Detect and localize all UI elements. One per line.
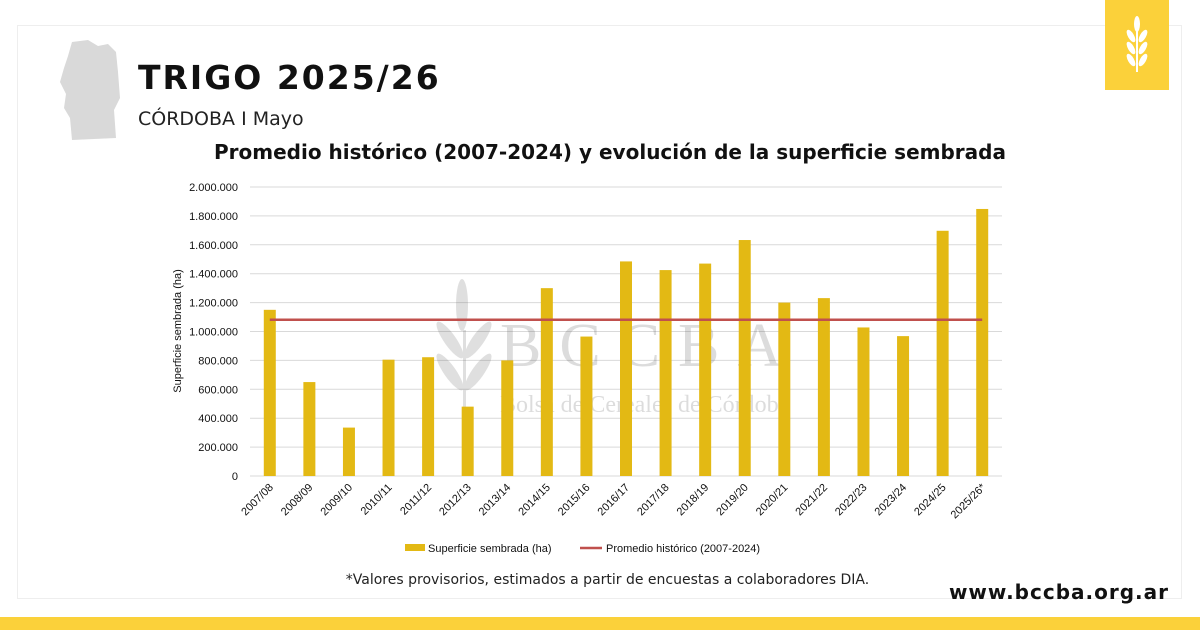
y-tick-label: 1.400.000 (189, 269, 238, 281)
wheat-icon (1126, 16, 1148, 72)
x-tick-label: 2007/08 (239, 482, 276, 519)
y-tick-label: 0 (232, 471, 238, 483)
y-tick-label: 2.000.000 (189, 182, 238, 194)
bar-2007/08 (263, 309, 276, 476)
bar-2020/21 (778, 302, 791, 476)
x-tick-label: 2024/25 (912, 482, 949, 519)
x-tick-label: 2022/23 (833, 482, 870, 519)
x-tick-label: 2023/24 (873, 482, 910, 519)
bar-2015/16 (580, 336, 593, 476)
bar-2010/11 (382, 359, 395, 476)
bar-2016/17 (620, 261, 632, 476)
bar-2009/10 (342, 427, 355, 476)
bar-2019/20 (738, 240, 751, 476)
legend-bar-label: Superficie sembrada (ha) (428, 543, 552, 555)
cordoba-map-icon (60, 40, 120, 140)
x-tick-label: 2019/20 (714, 482, 751, 519)
bar-2012/13 (461, 406, 474, 476)
wheat-badge (1105, 0, 1169, 90)
x-tick-label: 2008/09 (279, 482, 316, 519)
x-tick-label: 2016/17 (596, 482, 633, 519)
x-tick-label: 2020/21 (754, 482, 791, 519)
x-tick-label: 2011/12 (398, 482, 434, 518)
y-tick-label: 400.000 (198, 413, 238, 425)
x-tick-label: 2009/10 (318, 482, 355, 519)
y-axis-label: Superficie sembrada (ha) (172, 269, 184, 393)
footnote: *Valores provisorios, estimados a partir… (345, 572, 870, 588)
x-tick-label: 2017/18 (635, 482, 672, 519)
bar-2013/14 (501, 360, 514, 476)
legend: Superficie sembrada (ha) Promedio histór… (405, 543, 760, 555)
y-tick-label: 600.000 (198, 384, 238, 396)
x-tick-label: 2015/16 (556, 482, 593, 519)
x-tick-label: 2025/26* (949, 481, 989, 521)
y-tick-label: 1.600.000 (189, 240, 238, 252)
bar-2025/26* (976, 208, 989, 477)
x-tick-label: 2021/22 (793, 482, 830, 519)
bar-2018/19 (699, 263, 712, 476)
bar-2024/25 (936, 230, 949, 476)
x-tick-label: 2014/15 (516, 482, 553, 519)
bar-2023/24 (897, 336, 910, 476)
bar-2021/22 (817, 298, 830, 476)
bar-2008/09 (303, 382, 316, 476)
bar-2022/23 (857, 327, 870, 476)
page-subtitle: CÓRDOBA I Mayo (138, 108, 304, 130)
x-tick-label: 2012/13 (437, 482, 474, 519)
website-link[interactable]: www.bccba.org.ar (948, 580, 1169, 604)
bottom-accent-bar (0, 617, 1200, 630)
y-tick-label: 1.000.000 (189, 327, 238, 339)
y-tick-label: 1.800.000 (189, 211, 238, 223)
y-tick-label: 800.000 (198, 355, 238, 367)
x-tick-label: 2018/19 (675, 482, 712, 519)
y-tick-label: 1.200.000 (189, 298, 238, 310)
y-tick-label: 200.000 (198, 442, 238, 454)
legend-bar-swatch (405, 544, 425, 551)
bar-2011/12 (422, 357, 435, 476)
x-tick-label: 2013/14 (477, 482, 514, 519)
x-tick-label: 2010/11 (359, 482, 395, 518)
page-title: TRIGO 2025/26 (138, 58, 441, 97)
bar-2017/18 (659, 270, 672, 476)
bar-2014/15 (540, 288, 553, 476)
chart-title: Promedio histórico (2007-2024) y evoluci… (214, 140, 1006, 164)
legend-line-label: Promedio histórico (2007-2024) (606, 543, 760, 555)
